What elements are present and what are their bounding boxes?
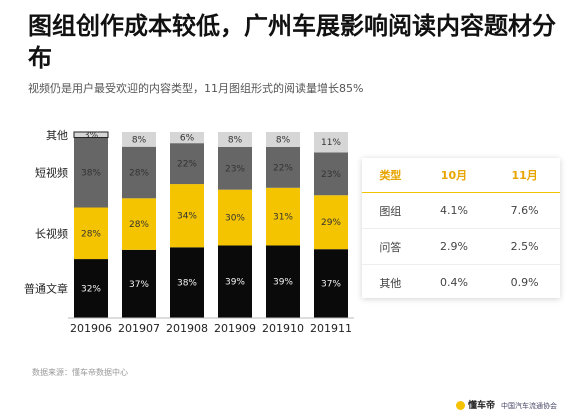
- page-subtitle: 视频仍是用户最受欢迎的内容类型，11月图组形式的阅读量增长85%: [28, 82, 364, 95]
- bar-segment: [74, 259, 108, 318]
- bar-segment: [122, 132, 156, 147]
- footer-branding: 懂车帝 中国汽车流通协会: [456, 398, 557, 411]
- series-label: 短视频: [35, 166, 68, 180]
- data-label: 37%: [321, 280, 341, 290]
- org-name: 中国汽车流通协会: [501, 402, 558, 410]
- data-label: 8%: [228, 135, 243, 145]
- bar-segment: [170, 132, 204, 144]
- bar-segment: [74, 132, 108, 138]
- data-label: 39%: [273, 278, 293, 288]
- data-label: 38%: [81, 169, 101, 179]
- table-row: 问答 2.9% 2.5%: [362, 228, 560, 265]
- data-label: 6%: [180, 134, 195, 144]
- table-header: 11月: [489, 158, 560, 193]
- bar-segment: [170, 143, 204, 185]
- table-header: 类型: [362, 158, 419, 193]
- bar-segment: [266, 245, 300, 318]
- table-cell: 2.5%: [489, 228, 560, 265]
- data-label: 22%: [177, 160, 197, 170]
- x-tick-label: 201907: [118, 322, 160, 335]
- data-label: 31%: [273, 213, 293, 223]
- comparison-table: 类型 10月 11月 图组 4.1% 7.6% 问答 2.9% 2.5% 其他 …: [362, 158, 560, 298]
- table-cell: 问答: [362, 228, 419, 265]
- table-cell: 其他: [379, 276, 402, 290]
- data-label: 28%: [129, 220, 149, 230]
- data-label: 8%: [276, 135, 291, 145]
- data-label: 3%: [84, 131, 99, 141]
- bar-segment: [218, 245, 252, 318]
- highlight-box: [73, 131, 109, 139]
- x-tick-label: 201909: [214, 322, 256, 335]
- bar-segment: [218, 189, 252, 246]
- bar-segment: [266, 132, 300, 147]
- x-tick-label: 201911: [310, 322, 352, 335]
- bar-segment: [122, 198, 156, 250]
- data-label: 11%: [321, 138, 341, 148]
- page-title: 图组创作成本较低，广州车展影响阅读内容题材分布: [28, 12, 556, 72]
- data-label: 39%: [225, 278, 245, 288]
- bar-segment: [170, 184, 204, 248]
- data-label: 38%: [177, 279, 197, 289]
- series-label: 普通文章: [24, 282, 68, 296]
- x-tick-label: 201908: [166, 322, 208, 335]
- table-cell: 7.6%: [489, 192, 560, 229]
- table-header: 10月: [418, 158, 490, 193]
- table-cell: 0.9%: [510, 276, 539, 289]
- bar-segment: [122, 146, 156, 199]
- table-cell: 图组: [362, 192, 419, 229]
- table-cell: 0.4%: [439, 276, 468, 289]
- data-label: 23%: [321, 170, 341, 180]
- data-label: 8%: [132, 135, 147, 145]
- data-label: 32%: [81, 285, 101, 295]
- brand-name: 懂车帝: [468, 401, 496, 411]
- bar-segment: [218, 132, 252, 147]
- data-source: 数据来源：懂车帝数据中心: [32, 368, 128, 377]
- data-label: 22%: [273, 163, 293, 173]
- table-row: 图组 4.1% 7.6%: [362, 192, 560, 229]
- bar-segment: [266, 146, 300, 188]
- bar-segment: [122, 249, 156, 318]
- bar-segment: [218, 146, 252, 190]
- bar-segment: [74, 207, 108, 260]
- bar-segment: [314, 195, 348, 250]
- data-label: 28%: [129, 169, 149, 179]
- bar-segment: [314, 249, 348, 318]
- x-tick-label: 201906: [70, 322, 112, 335]
- table-cell: 4.1%: [418, 192, 490, 229]
- x-tick-label: 201910: [262, 322, 304, 335]
- data-label: 30%: [225, 214, 245, 224]
- bar-segment: [314, 152, 348, 196]
- table-row: 其他 0.4% 0.9%: [362, 265, 560, 301]
- data-label: 29%: [321, 218, 341, 228]
- data-label: 28%: [81, 229, 101, 239]
- bar-segment: [266, 187, 300, 246]
- series-label: 长视频: [35, 226, 68, 240]
- data-label: 37%: [129, 280, 149, 290]
- table-cell: 2.9%: [418, 228, 490, 265]
- bar-segment: [314, 132, 348, 153]
- bar-segment: [170, 247, 204, 318]
- brand-logo-icon: [456, 401, 465, 410]
- data-label: 34%: [177, 212, 197, 222]
- bar-segment: [74, 137, 108, 208]
- data-label: 23%: [225, 164, 245, 174]
- series-label: 其他: [46, 129, 68, 142]
